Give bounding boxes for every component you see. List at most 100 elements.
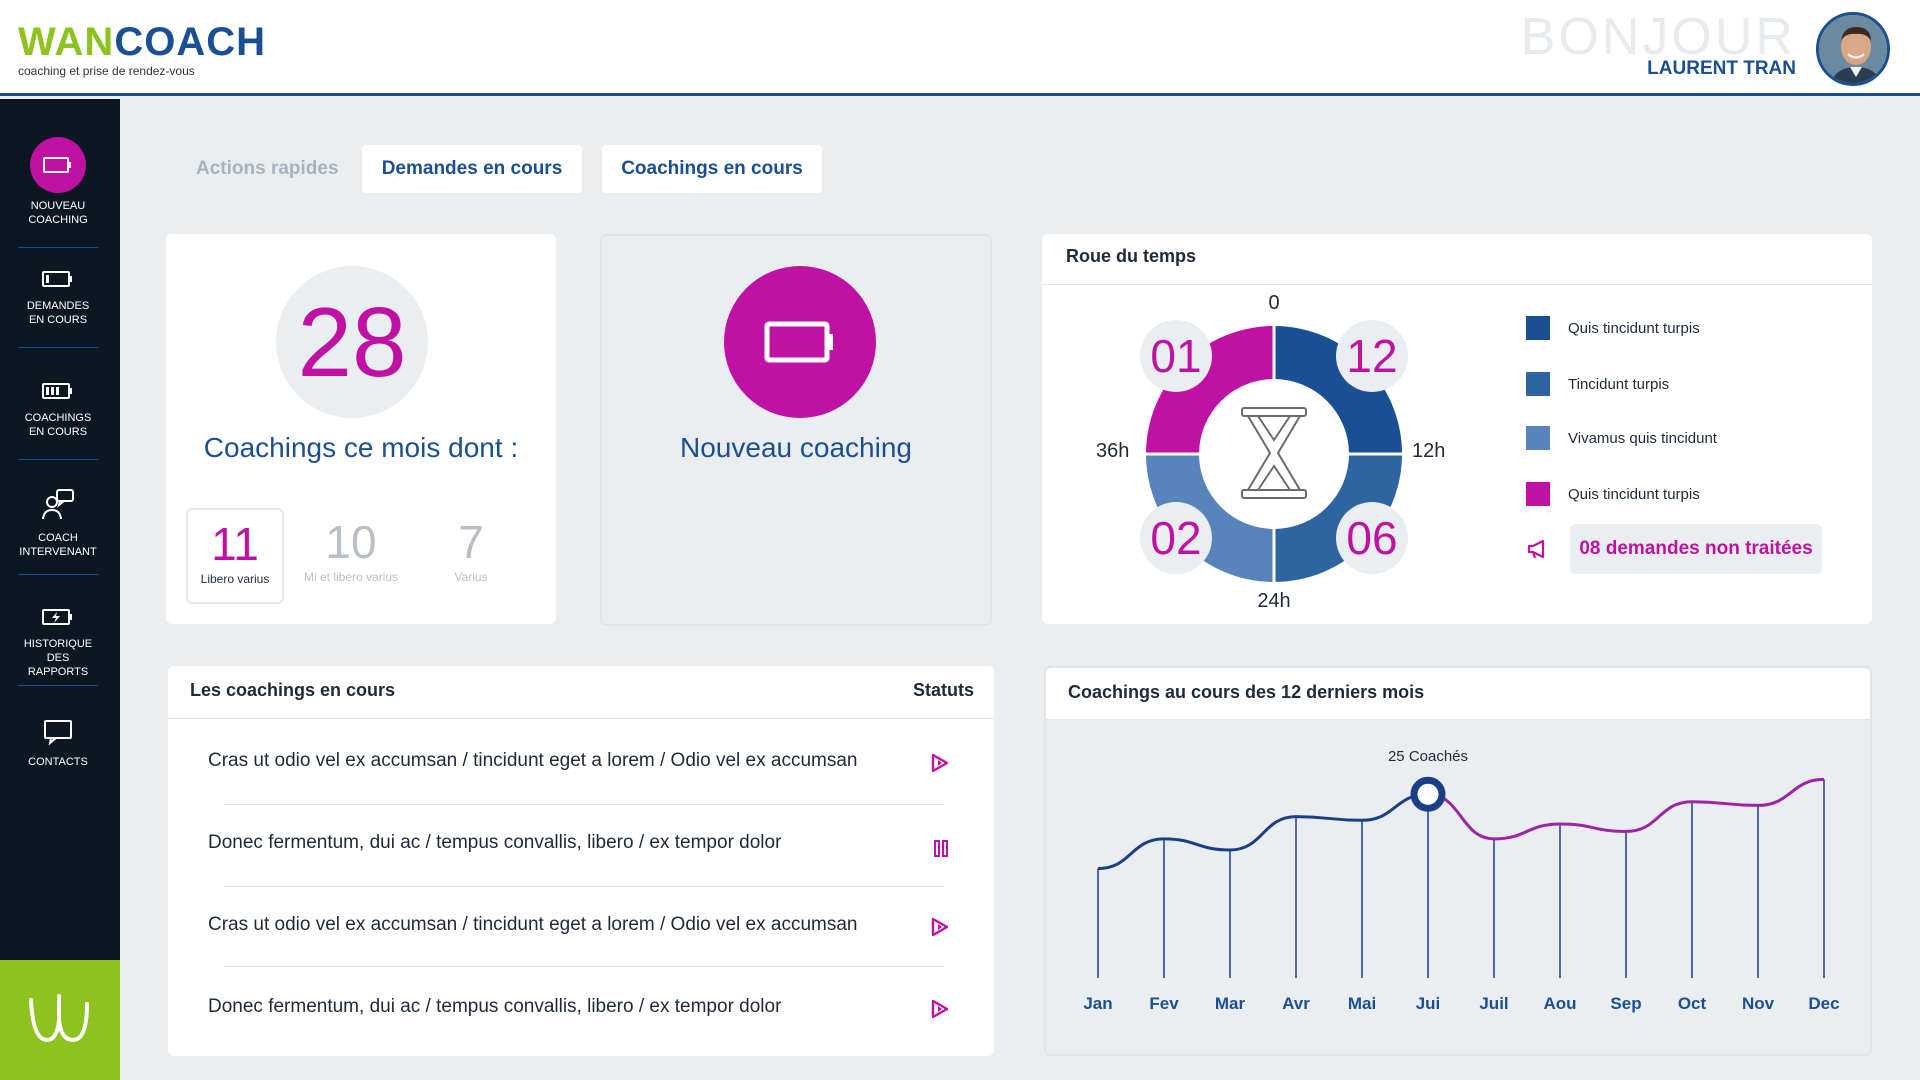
sidebar: NOUVEAU COACHING DEMANDES EN COURS COACH… (0, 99, 120, 1080)
logo-wan: WAN (18, 20, 115, 64)
status-header: Statuts (912, 680, 974, 700)
sidebar-label: NOUVEAU (30, 200, 86, 212)
month-label: Avr (1282, 994, 1310, 1013)
legend-swatch (1526, 316, 1550, 340)
month-label: Dec (1808, 994, 1840, 1013)
sidebar-label: COACHING (28, 214, 88, 226)
megaphone-icon (1526, 538, 1552, 565)
month-label: Jan (1083, 994, 1113, 1013)
stat-label: Varius (454, 570, 488, 584)
logo[interactable]: WANCOACH coaching et prise de rendez-vou… (18, 22, 266, 78)
stat-box[interactable]: 7 Varius (422, 508, 520, 604)
greeting-hello: BONJOUR (1520, 8, 1796, 66)
series-line-before (1097, 792, 1429, 871)
sidebar-item-nouveau-coaching[interactable]: NOUVEAU COACHING (18, 137, 98, 227)
brand-badge[interactable] (0, 960, 120, 1080)
total-circle: 28 (276, 266, 428, 418)
sidebar-divider (18, 347, 98, 348)
series-line-after (1427, 777, 1825, 841)
quadrant-value-06: 06 (1346, 512, 1398, 564)
badge-02 (1140, 502, 1212, 574)
new-coaching-card[interactable]: Nouveau coaching (600, 234, 992, 626)
sidebar-item-contacts[interactable]: CONTACTS (18, 719, 98, 769)
stat-box[interactable]: 10 Mi et libero varius (302, 508, 400, 604)
coaching-row-text[interactable]: Cras ut odio vel ex accumsan / tincidunt… (208, 750, 858, 771)
month-label: Oct (1677, 994, 1707, 1013)
chart-annotation: 25 Coachés (1387, 748, 1469, 766)
play-icon[interactable] (930, 998, 952, 1025)
time-wheel-title: Roue du temps (1066, 246, 1197, 266)
new-coaching-label: Nouveau coaching (680, 432, 912, 463)
legend-swatch (1526, 426, 1550, 450)
greeting: BONJOUR LAURENT TRAN (1521, 10, 1796, 80)
quick-actions-label: Actions rapides (196, 158, 339, 179)
battery-low-icon (18, 269, 98, 293)
stat-label: Mi et libero varius (303, 570, 399, 584)
month-label: Aou (1543, 994, 1577, 1013)
card-divider (1042, 284, 1872, 285)
total-value: 28 (297, 287, 407, 397)
legend-item: Tincidunt turpis (1526, 372, 1669, 396)
battery-charge-icon (18, 607, 98, 631)
legend-item: Quis tincidunt turpis (1526, 482, 1700, 506)
sidebar-label: EN COURS (28, 426, 88, 438)
battery-icon (764, 321, 833, 363)
axis-label-left: 36h (1096, 440, 1130, 462)
legend-item: Vivamus quis tincidunt (1526, 426, 1717, 450)
legend-label: Tincidunt turpis (1568, 375, 1670, 393)
badge-06 (1336, 502, 1408, 574)
battery-half-icon (18, 381, 98, 405)
highlight-point[interactable] (1410, 776, 1446, 812)
sidebar-item-demandes-en-cours[interactable]: DEMANDES EN COURS (18, 269, 98, 327)
time-wheel (1140, 320, 1408, 582)
message-icon (18, 719, 98, 749)
stat-box[interactable]: 11 Libero varius (186, 508, 284, 604)
quadrant-value-02: 02 (1150, 512, 1202, 564)
coachings-en-cours-button[interactable]: Coachings en cours (602, 145, 822, 193)
stats-caption: Coachings ce mois dont : (203, 432, 519, 463)
logo-coach: COACH (114, 20, 266, 64)
month-label: Juil (1479, 994, 1509, 1013)
new-coaching-circle[interactable] (724, 266, 876, 418)
sidebar-item-historique-des-rapports[interactable]: HISTORIQUE DES RAPPORTS (18, 607, 98, 679)
line-chart (1097, 776, 1825, 978)
coaching-row-text[interactable]: Cras ut odio vel ex accumsan / tincidunt… (208, 914, 858, 935)
row-divider (224, 966, 944, 967)
play-icon[interactable] (930, 752, 952, 779)
month-label: Mai (1347, 994, 1377, 1013)
sidebar-label: CONTACTS (28, 756, 88, 768)
card-divider (168, 718, 994, 719)
axis-label-top: 0 (1268, 292, 1280, 314)
row-divider (224, 804, 944, 805)
coaching-row-text[interactable]: Donec fermentum, dui ac / tempus convall… (208, 832, 782, 853)
sidebar-label: COACHINGS (24, 412, 92, 424)
row-divider (224, 886, 944, 887)
legend-swatch (1526, 482, 1550, 506)
sidebar-label: DES RAPPORTS (27, 652, 89, 678)
coaching-row-text[interactable]: Donec fermentum, dui ac / tempus convall… (208, 996, 782, 1017)
sidebar-label: HISTORIQUE (23, 638, 93, 650)
legend-swatch (1526, 372, 1550, 396)
pause-icon[interactable] (930, 838, 952, 865)
current-coachings-title: Les coachings en cours (190, 680, 396, 700)
sidebar-item-coachings-en-cours[interactable]: COACHINGS EN COURS (18, 381, 98, 439)
play-icon[interactable] (930, 916, 952, 943)
header: WANCOACH coaching et prise de rendez-vou… (0, 0, 1920, 96)
avatar[interactable] (1816, 12, 1890, 86)
legend-label: Quis tincidunt turpis (1568, 319, 1700, 337)
quadrant-value-12: 12 (1346, 330, 1398, 382)
chart-header (1046, 668, 1870, 720)
wheel-center (1199, 379, 1349, 529)
hourglass-icon (1241, 407, 1307, 499)
sidebar-label: INTERVENANT (19, 546, 97, 558)
stat-value: 10 (325, 516, 377, 568)
stat-label: Libero varius (200, 572, 270, 586)
wancoach-w-icon (29, 994, 89, 1043)
legend-label: Vivamus quis tincidunt (1568, 429, 1717, 447)
current-coachings-card: Les coachings en cours Statuts (168, 666, 994, 1056)
sidebar-item-coach-intervenant[interactable]: COACH INTERVENANT (18, 489, 98, 559)
demandes-en-cours-button[interactable]: Demandes en cours (362, 145, 582, 193)
month-label: Sep (1610, 994, 1642, 1013)
unprocessed-requests-alert[interactable]: 08 demandes non traitées (1570, 524, 1822, 574)
sidebar-divider (18, 459, 98, 460)
